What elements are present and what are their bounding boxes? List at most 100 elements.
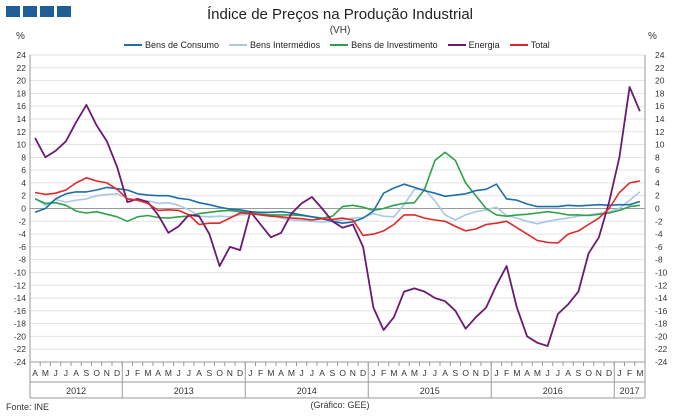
year-label: 2017	[620, 386, 640, 396]
legend-swatch	[509, 44, 528, 46]
legend-item-bens-intermedios: Bens Intermédios	[229, 40, 320, 50]
logo-block	[40, 6, 54, 17]
y-tick-label-right: -6	[655, 242, 663, 252]
x-tick-label: A	[319, 368, 325, 378]
x-tick-label: M	[390, 368, 397, 378]
year-label: 2012	[66, 386, 86, 396]
x-tick-label: M	[267, 368, 274, 378]
y-tick-label-right: -14	[655, 293, 668, 303]
y-tick-label-left: -2	[18, 216, 26, 226]
year-label: 2016	[543, 386, 563, 396]
x-tick-label: D	[237, 368, 243, 378]
y-tick-label-right: 2	[655, 191, 660, 201]
legend-swatch	[330, 44, 349, 46]
y-tick-label-left: 24	[17, 50, 27, 60]
x-tick-label: F	[135, 368, 140, 378]
x-tick-label: D	[360, 368, 366, 378]
x-tick-label: D	[114, 368, 120, 378]
source-note: Fonte: INE	[6, 402, 50, 412]
y-tick-label-right: 0	[655, 204, 660, 214]
x-tick-label: A	[401, 368, 407, 378]
x-tick-label: D	[483, 368, 489, 378]
logo-block	[57, 6, 71, 17]
x-tick-label: O	[93, 368, 100, 378]
y-tick-label-left: 14	[17, 114, 27, 124]
legend-item-energia: Energia	[447, 40, 500, 50]
legend-label: Bens Intermédios	[250, 40, 321, 50]
y-tick-label-left: 8	[21, 152, 26, 162]
legend-label: Bens de Consumo	[145, 40, 220, 50]
series-line-bens_consumo	[34, 183, 641, 224]
x-tick-label: F	[504, 368, 509, 378]
x-tick-label: O	[585, 368, 592, 378]
logo-block	[6, 6, 20, 17]
legend-label: Bens de Investimento	[351, 40, 438, 50]
y-tick-label-left: 18	[17, 88, 27, 98]
x-tick-label: J	[556, 368, 560, 378]
y-tick-label-left: -18	[14, 319, 27, 329]
legend-label: Total	[530, 40, 550, 50]
x-tick-label: J	[64, 368, 68, 378]
y-tick-label-right: 14	[655, 114, 665, 124]
x-tick-label: M	[513, 368, 520, 378]
y-tick-label-left: -8	[18, 255, 26, 265]
y-tick-label-left: -24	[14, 357, 27, 367]
x-tick-label: N	[227, 368, 233, 378]
x-tick-label: J	[617, 368, 621, 378]
year-label: 2014	[297, 386, 317, 396]
x-tick-label: N	[104, 368, 110, 378]
x-tick-label: J	[433, 368, 437, 378]
y-tick-label-left: -6	[18, 242, 26, 252]
x-tick-label: D	[606, 368, 612, 378]
x-tick-label: J	[494, 368, 498, 378]
logo-block	[23, 6, 37, 17]
y-tick-label-left: -10	[14, 267, 27, 277]
y-tick-label-right: 10	[655, 140, 665, 150]
x-tick-label: N	[596, 368, 602, 378]
y-tick-label-right: -16	[655, 306, 668, 316]
year-label: 2013	[174, 386, 194, 396]
x-tick-label: A	[442, 368, 448, 378]
y-tick-label-right: -4	[655, 229, 663, 239]
y-tick-label-right: 4	[655, 178, 660, 188]
chart-subtitle: (VH)	[329, 25, 351, 36]
x-tick-label: M	[411, 368, 418, 378]
x-tick-label: A	[565, 368, 571, 378]
x-tick-label: M	[288, 368, 295, 378]
x-tick-label: A	[73, 368, 79, 378]
y-tick-label-right: 20	[655, 76, 665, 86]
y-tick-label-right: -2	[655, 216, 663, 226]
y-tick-label-left: 12	[17, 127, 27, 137]
x-tick-label: J	[300, 368, 304, 378]
y-tick-label-right: -22	[655, 344, 668, 354]
x-tick-label: M	[42, 368, 49, 378]
y-tick-label-left: 2	[21, 191, 26, 201]
legend-item-total: Total	[509, 40, 550, 50]
y-unit-right: %	[648, 31, 657, 42]
x-tick-label: M	[165, 368, 172, 378]
year-label: 2015	[420, 386, 440, 396]
x-tick-label: A	[278, 368, 284, 378]
chart-title: Índice de Preços na Produção Industrial	[207, 6, 473, 23]
x-tick-label: M	[534, 368, 541, 378]
y-tick-label-right: -10	[655, 267, 668, 277]
x-tick-label: O	[462, 368, 469, 378]
x-tick-label: A	[32, 368, 38, 378]
x-tick-label: S	[453, 368, 459, 378]
x-tick-label: J	[310, 368, 314, 378]
x-tick-label: J	[54, 368, 58, 378]
x-tick-label: O	[216, 368, 223, 378]
series-line-bens_investimento	[34, 151, 641, 223]
y-tick-label-right: -8	[655, 255, 663, 265]
y-tick-label-right: 6	[655, 165, 660, 175]
y-tick-label-left: 4	[21, 178, 26, 188]
x-tick-label: F	[627, 368, 632, 378]
series-line-total	[34, 177, 641, 244]
x-tick-label: N	[473, 368, 479, 378]
y-tick-label-right: 12	[655, 127, 665, 137]
y-tick-label-left: -14	[14, 293, 27, 303]
x-tick-label: S	[330, 368, 336, 378]
x-tick-label: J	[371, 368, 375, 378]
legend-swatch	[229, 44, 248, 46]
